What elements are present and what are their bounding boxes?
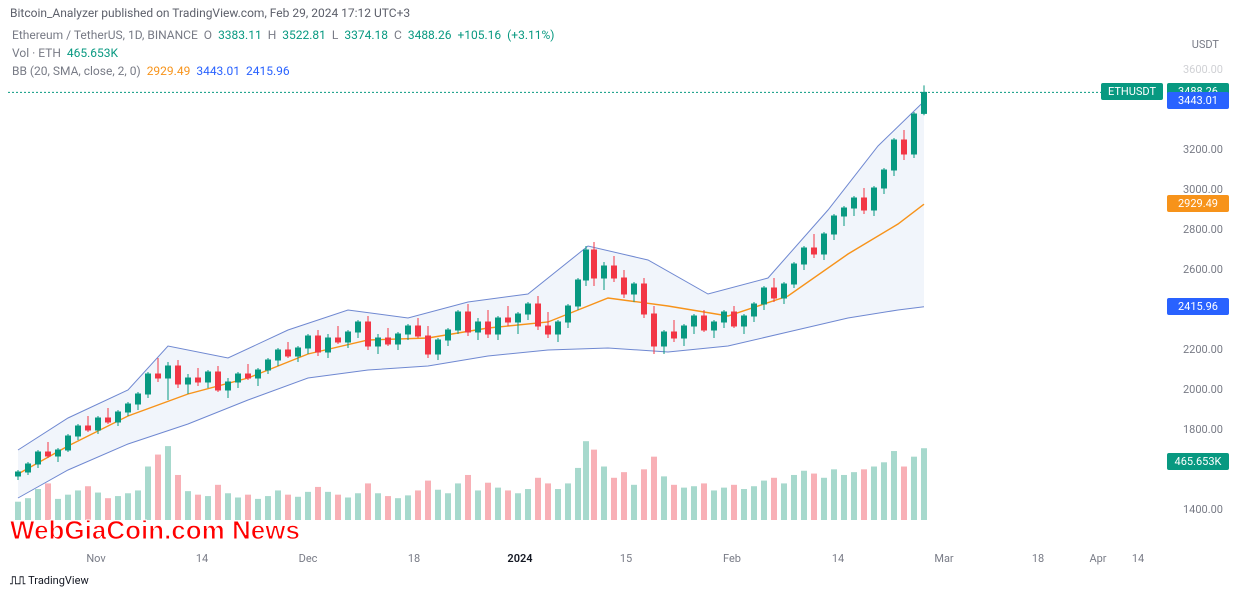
pair-label: Ethereum / TetherUS, 1D, BINANCE	[12, 28, 198, 42]
x-tick: Nov	[86, 552, 105, 565]
y-tick: 3200.00	[1183, 143, 1223, 156]
change-pct: (+3.11%)	[507, 28, 554, 42]
y-tick: 2000.00	[1183, 383, 1223, 396]
y-tick: 1400.00	[1183, 503, 1223, 516]
x-axis: Nov 14 Dec 18 2024 15 Feb 14 Mar 18 Apr 14	[8, 552, 1148, 570]
symbol-info-row: Ethereum / TetherUS, 1D, BINANCE O 3383.…	[0, 26, 1233, 44]
x-tick: Apr	[1089, 552, 1106, 565]
y-tick: 2600.00	[1183, 263, 1223, 276]
volume-label: Vol · ETH	[12, 46, 61, 60]
x-tick: 18	[408, 552, 420, 565]
y-tick: 2200.00	[1183, 343, 1223, 356]
volume-info-row: Vol · ETH 465.653K	[0, 44, 1233, 62]
ohlc-c-label: C	[394, 28, 402, 42]
ohlc-o-value: 3383.11	[218, 28, 262, 42]
x-tick: 2024	[507, 552, 532, 565]
x-tick: 14	[832, 552, 844, 565]
x-tick: Dec	[299, 552, 318, 565]
tradingview-logo: TradingView	[10, 574, 89, 588]
x-tick: 14	[1132, 552, 1144, 565]
price-badge: 3443.01	[1167, 92, 1229, 109]
price-badge: 2415.96	[1167, 298, 1229, 315]
price-chart[interactable]	[8, 70, 1148, 540]
ohlc-h-label: H	[268, 28, 277, 42]
ohlc-l-label: L	[332, 28, 338, 42]
x-tick: Feb	[723, 552, 741, 565]
y-tick: 3600.00	[1183, 63, 1223, 76]
y-tick: 2800.00	[1183, 223, 1223, 236]
x-tick: 14	[196, 552, 208, 565]
x-tick: Mar	[934, 552, 953, 565]
x-tick: 15	[620, 552, 632, 565]
change-abs: +105.16	[457, 28, 501, 42]
ticker-badge: ETHUSDT	[1101, 83, 1163, 100]
price-badge: 465.653K	[1167, 453, 1229, 470]
x-tick: 18	[1032, 552, 1044, 565]
volume-value: 465.653K	[67, 46, 118, 60]
publisher-line: Bitcoin_Analyzer published on TradingVie…	[0, 0, 1233, 26]
y-tick: 1800.00	[1183, 423, 1223, 436]
y-axis: 1400.001800.002000.002200.002400.002600.…	[1153, 70, 1233, 540]
ohlc-h-value: 3522.81	[282, 28, 326, 42]
ohlc-c-value: 3488.26	[408, 28, 452, 42]
price-badge: 2929.49	[1167, 195, 1229, 212]
currency-label: USDT	[1192, 38, 1219, 51]
y-tick: 3000.00	[1183, 183, 1223, 196]
ohlc-o-label: O	[204, 28, 212, 42]
ohlc-l-value: 3374.18	[344, 28, 388, 42]
